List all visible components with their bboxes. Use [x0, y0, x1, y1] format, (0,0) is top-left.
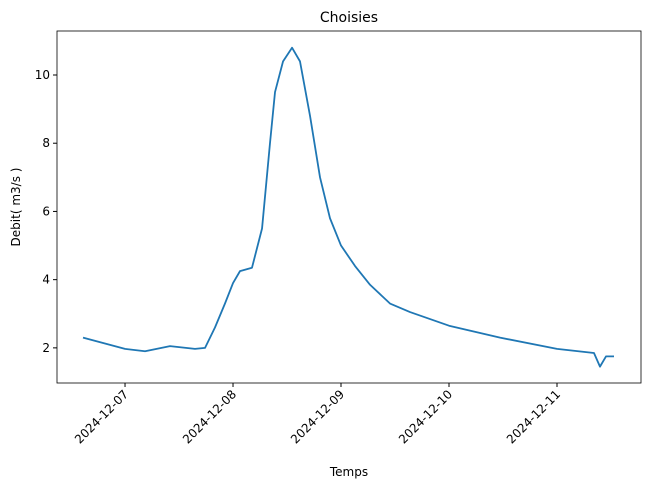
y-tick-label: 2: [42, 341, 50, 355]
x-tick-label: 2024-12-10: [396, 387, 455, 446]
y-tick-label: 8: [42, 136, 50, 150]
data-line: [82, 46, 614, 368]
y-tick-label: 10: [35, 68, 50, 82]
x-tick-label: 2024-12-09: [288, 387, 347, 446]
x-tick-label: 2024-12-11: [504, 387, 563, 446]
chart-title: Choisies: [320, 10, 378, 26]
y-tick-label: 4: [42, 273, 50, 287]
x-axis-label: Temps: [329, 465, 368, 479]
x-tick-label: 2024-12-07: [72, 387, 131, 446]
plot-frame: [56, 30, 642, 384]
y-tick-label: 6: [42, 204, 50, 218]
x-tick-label: 2024-12-08: [180, 387, 239, 446]
y-axis-label: Debit( m3/s ): [9, 168, 23, 247]
